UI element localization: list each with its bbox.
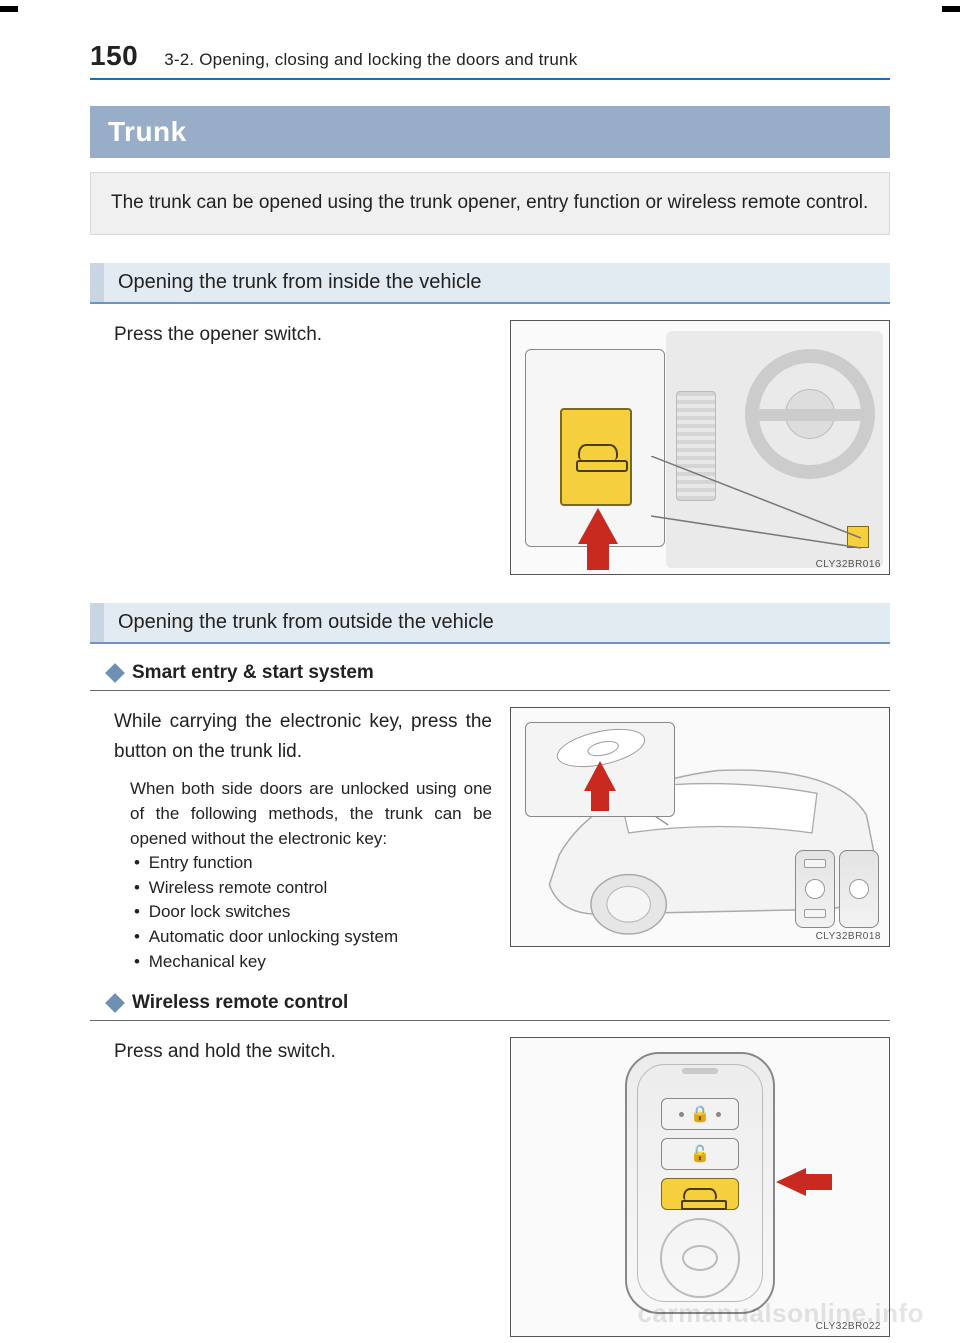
trunk-opener-button-icon — [560, 408, 632, 506]
figure-opener-switch: CLY32BR016 — [510, 320, 890, 575]
unlock-methods-list: Entry function Wireless remote control D… — [114, 851, 492, 974]
list-item: Wireless remote control — [148, 876, 492, 901]
section-heading-outside: Opening the trunk from outside the vehic… — [90, 603, 890, 644]
key-fob-icon — [795, 850, 835, 928]
smart-entry-lead: While carrying the electronic key, press… — [114, 707, 492, 768]
page: 150 3-2. Opening, closing and locking th… — [0, 0, 960, 1343]
smart-entry-body: While carrying the electronic key, press… — [90, 707, 890, 975]
list-item: Automatic door unlocking system — [148, 925, 492, 950]
figure-caption: CLY32BR018 — [816, 931, 881, 942]
figure-remote-key: 🔒 🔓 CLY32BR022 — [510, 1037, 890, 1337]
intro-text: The trunk can be opened using the trunk … — [90, 172, 890, 235]
section-tab — [90, 263, 104, 302]
steering-spoke — [745, 409, 875, 421]
press-arrow-icon — [776, 1168, 806, 1196]
figure-caption: CLY32BR016 — [816, 559, 881, 570]
smart-entry-text: While carrying the electronic key, press… — [90, 707, 492, 975]
inside-body: Press the opener switch. CLY32BR0 — [90, 320, 890, 575]
subheading-text: Smart entry & start system — [132, 662, 374, 684]
list-item: Mechanical key — [148, 950, 492, 975]
diamond-bullet-icon — [105, 663, 125, 683]
car-trunk-icon — [683, 1188, 717, 1200]
figure-trunk-lid-button: CLY32BR018 — [510, 707, 890, 947]
wireless-body: Press and hold the switch. 🔒 🔓 CLY32BR02… — [90, 1037, 890, 1337]
emblem-ring-icon — [660, 1218, 740, 1298]
crop-mark-right — [942, 6, 960, 12]
inside-text: Press the opener switch. — [90, 320, 492, 350]
wireless-text: Press and hold the switch. — [90, 1037, 492, 1067]
trunk-button-icon — [661, 1178, 739, 1210]
zoom-panel — [525, 349, 665, 547]
list-item: Door lock switches — [148, 900, 492, 925]
smart-entry-note: When both side doors are unlocked using … — [114, 777, 492, 851]
subheading-wireless-remote: Wireless remote control — [90, 992, 890, 1021]
switch-location-marker — [847, 526, 869, 548]
section-heading-label: Opening the trunk from outside the vehic… — [104, 603, 890, 642]
subheading-smart-entry: Smart entry & start system — [90, 662, 890, 691]
section-heading-label: Opening the trunk from inside the vehicl… — [104, 263, 890, 302]
air-vent-icon — [676, 391, 716, 501]
dashboard-illustration — [666, 331, 883, 568]
section-tab — [90, 603, 104, 642]
section-heading-inside: Opening the trunk from inside the vehicl… — [90, 263, 890, 304]
car-trunk-icon — [578, 444, 618, 460]
breadcrumb: 3-2. Opening, closing and locking the do… — [164, 50, 577, 70]
key-fob-icon — [839, 850, 879, 928]
key-button-icon — [804, 909, 826, 918]
page-number: 150 — [90, 40, 138, 72]
crop-mark-left — [0, 6, 18, 12]
page-header: 150 3-2. Opening, closing and locking th… — [90, 40, 890, 80]
press-arrow-icon — [578, 508, 618, 544]
key-slot-icon — [682, 1068, 718, 1074]
key-button-icon — [804, 859, 826, 868]
key-fob-pair — [795, 850, 879, 928]
key-fob-illustration: 🔒 🔓 — [625, 1052, 775, 1314]
subheading-text: Wireless remote control — [132, 992, 348, 1014]
list-item: Entry function — [148, 851, 492, 876]
lock-button-icon: 🔒 — [661, 1098, 739, 1130]
diamond-bullet-icon — [105, 994, 125, 1014]
press-arrow-icon — [584, 761, 616, 791]
zoom-panel — [525, 722, 675, 817]
page-title: Trunk — [90, 106, 890, 158]
watermark: carmanualsonline.info — [638, 1298, 924, 1329]
unlock-button-icon: 🔓 — [661, 1138, 739, 1170]
